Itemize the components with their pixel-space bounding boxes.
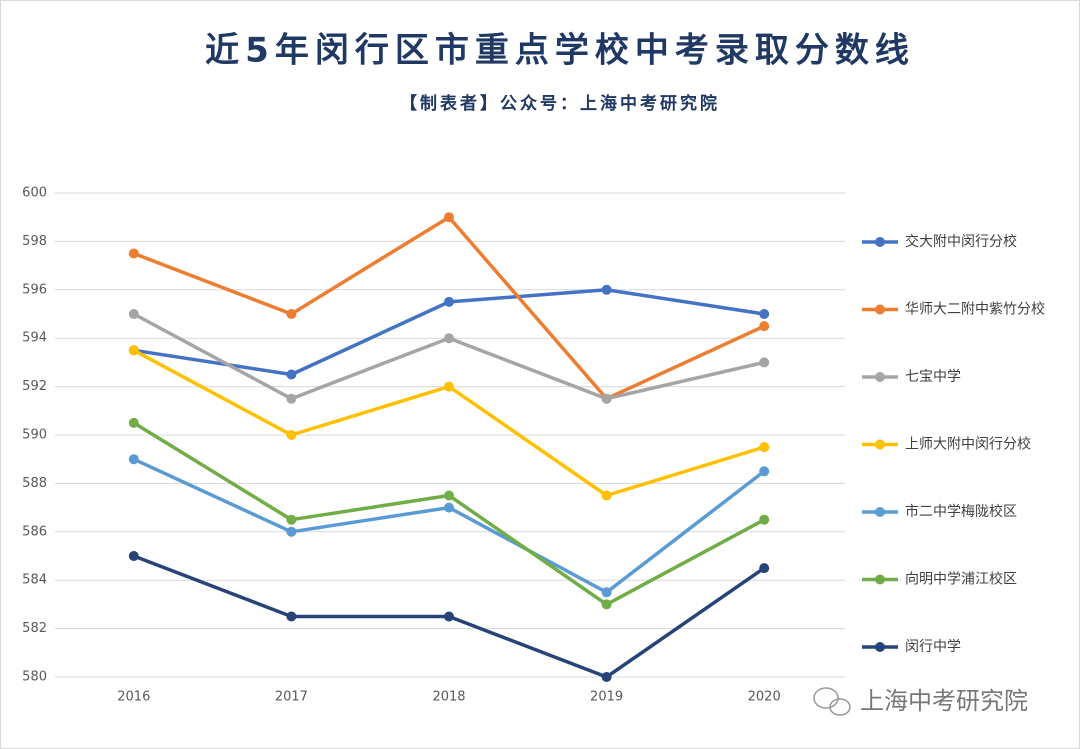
data-point — [128, 345, 139, 356]
data-point — [286, 309, 297, 319]
x-tick-label: 2018 — [432, 690, 465, 705]
y-tick-label: 588 — [22, 476, 47, 491]
data-point — [759, 466, 770, 477]
chart-subtitle: 【制表者】公众号：上海中考研究院 — [400, 93, 720, 114]
data-point — [128, 551, 139, 561]
legend-label: 闵行中学 — [905, 639, 961, 655]
data-point — [286, 430, 297, 440]
legend-label: 向明中学浦江校区 — [905, 571, 1017, 588]
y-tick-label: 580 — [22, 670, 47, 685]
x-tick-label: 2020 — [748, 690, 781, 705]
data-point — [759, 563, 770, 574]
legend-label: 上师大附中闵行分校 — [905, 436, 1031, 453]
data-point — [759, 442, 770, 453]
y-tick-label: 598 — [22, 234, 47, 249]
y-tick-label: 584 — [22, 573, 47, 588]
data-point — [286, 393, 297, 404]
data-point — [759, 309, 770, 319]
data-point — [601, 490, 612, 501]
data-point — [601, 587, 612, 598]
legend-marker — [875, 372, 885, 382]
data-point — [128, 417, 139, 428]
y-tick-label: 592 — [22, 379, 47, 394]
legend-marker — [875, 507, 885, 517]
data-point — [128, 248, 139, 259]
legend-label: 市二中学梅陇校区 — [905, 503, 1017, 520]
data-point — [601, 672, 612, 682]
data-point — [601, 284, 612, 295]
data-point — [601, 599, 612, 610]
data-point — [444, 490, 454, 501]
data-point — [759, 321, 770, 332]
legend-marker — [875, 439, 885, 450]
chart-title: 近5年闵行区市重点学校中考录取分数线 — [205, 31, 915, 71]
data-point — [444, 502, 454, 513]
data-point — [759, 514, 770, 525]
watermark: 上海中考研究院 — [860, 687, 1028, 715]
y-tick-label: 582 — [22, 621, 47, 636]
watermark-icon — [813, 687, 851, 716]
legend-marker — [875, 304, 885, 315]
x-tick-label: 2017 — [275, 690, 308, 705]
legend-label: 交大附中闵行分校 — [905, 233, 1017, 250]
data-point — [759, 357, 770, 368]
data-point — [286, 369, 297, 380]
data-point — [601, 393, 612, 404]
legend-marker — [875, 642, 885, 652]
data-point — [444, 296, 454, 307]
data-point — [286, 611, 297, 622]
x-tick-label: 2016 — [117, 690, 150, 705]
y-tick-label: 594 — [22, 331, 47, 346]
y-tick-label: 590 — [22, 428, 47, 443]
y-tick-label: 600 — [22, 186, 47, 201]
legend-label: 华师大二附中紫竹分校 — [905, 301, 1045, 318]
data-point — [128, 454, 139, 465]
data-point — [286, 514, 297, 525]
y-tick-label: 586 — [22, 524, 47, 539]
legend-label: 七宝中学 — [905, 369, 961, 385]
data-point — [444, 381, 454, 392]
data-point — [444, 333, 454, 344]
data-point — [444, 611, 454, 622]
y-tick-label: 596 — [22, 282, 47, 297]
x-tick-label: 2019 — [590, 690, 623, 705]
legend-marker — [875, 237, 885, 247]
data-point — [128, 309, 139, 319]
legend-marker — [875, 574, 885, 585]
data-point — [444, 212, 454, 223]
data-point — [286, 526, 297, 537]
